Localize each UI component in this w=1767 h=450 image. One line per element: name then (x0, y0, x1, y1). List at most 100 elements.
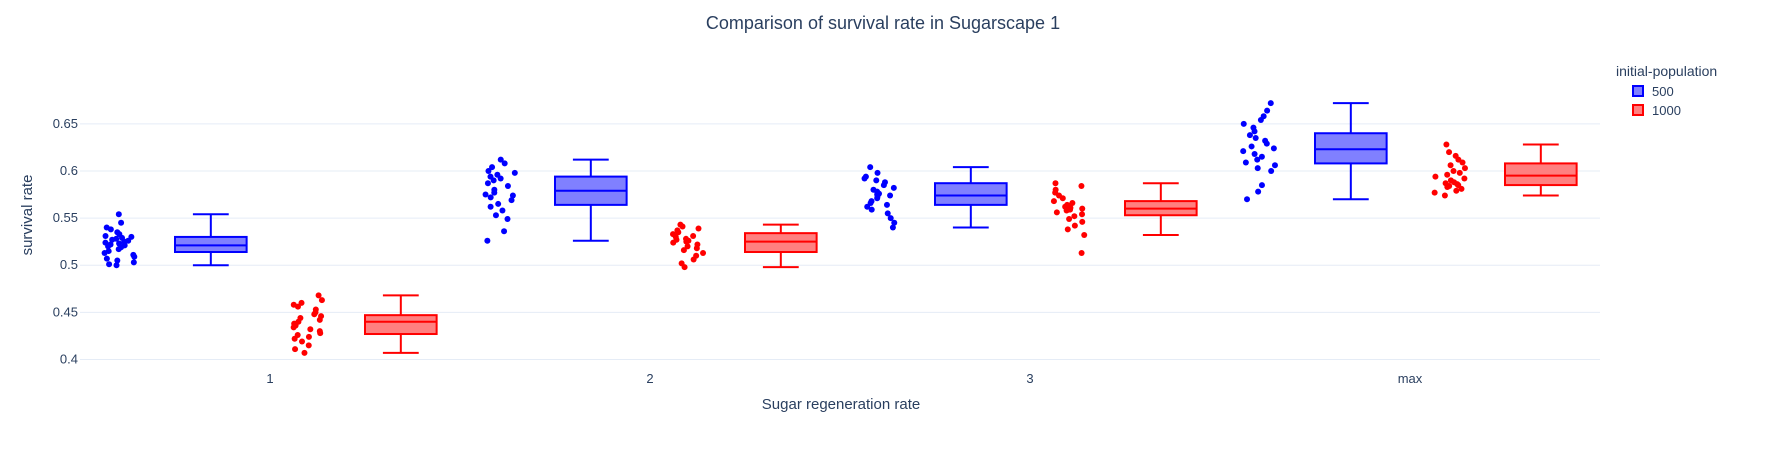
data-point (1450, 167, 1457, 174)
data-point (1258, 182, 1265, 189)
data-point (1052, 180, 1059, 187)
data-point (115, 246, 122, 253)
data-point (1242, 159, 1249, 166)
data-point (315, 292, 322, 299)
data-point (1079, 218, 1086, 225)
data-point (1441, 192, 1448, 199)
y-tick-label: 0.4 (60, 351, 78, 366)
y-tick-label: 0.5 (60, 257, 78, 272)
data-point (499, 207, 506, 214)
data-point (1254, 165, 1261, 172)
data-point (495, 200, 502, 207)
data-point (1453, 187, 1460, 194)
legend-label: 1000 (1652, 103, 1681, 118)
data-point (311, 311, 318, 318)
data-point (884, 210, 891, 217)
data-point (1432, 173, 1439, 180)
data-point (484, 180, 491, 187)
data-point (317, 330, 324, 337)
data-point (690, 256, 697, 263)
data-point (1059, 195, 1066, 202)
data-point (1443, 141, 1450, 148)
data-point (1444, 171, 1451, 178)
data-point (1079, 205, 1086, 212)
data-point (1244, 196, 1251, 203)
x-axis-title: Sugar regeneration rate (762, 396, 920, 413)
legend-swatch (1632, 85, 1644, 97)
data-point (868, 206, 875, 213)
data-point (880, 182, 887, 189)
data-point (1240, 120, 1247, 127)
data-point (867, 164, 874, 171)
data-point (487, 194, 494, 201)
data-point (679, 223, 686, 230)
data-point (1254, 156, 1261, 163)
data-point (490, 177, 497, 184)
data-point (683, 238, 690, 245)
gridlines (80, 123, 1600, 360)
data-point (1446, 149, 1453, 156)
data-point (114, 257, 121, 264)
data-point (1258, 153, 1265, 160)
data-point (861, 175, 868, 182)
data-point (1459, 159, 1466, 166)
data-point (874, 195, 881, 202)
data-point (291, 335, 298, 342)
data-point (891, 219, 898, 226)
data-point (1063, 207, 1070, 214)
x-axis-ticks: 1 2 3 max (266, 371, 1422, 386)
data-point (102, 232, 109, 239)
data-point (305, 333, 312, 340)
data-point (501, 160, 508, 167)
data-point (1248, 143, 1255, 150)
data-point (508, 197, 515, 204)
data-point (1069, 199, 1076, 206)
data-point (103, 255, 110, 262)
data-point (115, 211, 122, 218)
data-point (1240, 148, 1247, 155)
data-point (889, 224, 896, 231)
data-point (497, 156, 504, 163)
data-point (887, 192, 894, 199)
data-point (670, 239, 677, 246)
box-iqr (364, 314, 438, 336)
box-traces (101, 100, 1578, 356)
data-point (680, 247, 687, 254)
data-point (1456, 169, 1463, 176)
data-point (1252, 134, 1259, 141)
data-point (107, 226, 114, 233)
data-point (887, 215, 894, 222)
data-point (873, 177, 880, 184)
data-point (113, 262, 120, 269)
data-point (487, 203, 494, 210)
legend-label: 500 (1652, 84, 1674, 99)
data-point (130, 259, 137, 266)
y-tick-label: 0.6 (60, 163, 78, 178)
data-point (484, 237, 491, 244)
data-point (109, 236, 116, 243)
data-point (131, 253, 138, 260)
data-point (501, 228, 508, 235)
x-tick-label: 1 (266, 371, 273, 386)
data-point (1251, 150, 1258, 157)
data-point (492, 212, 499, 219)
x-tick-label: max (1398, 371, 1423, 386)
x-tick-label: 2 (646, 371, 653, 386)
data-point (307, 326, 314, 333)
data-point (874, 169, 881, 176)
legend-swatch (1632, 104, 1644, 116)
data-point (1050, 198, 1057, 205)
data-point (482, 191, 489, 198)
data-point (1264, 107, 1271, 114)
data-point (681, 264, 688, 271)
data-point (1458, 185, 1465, 192)
data-point (485, 167, 492, 174)
data-point (690, 232, 697, 239)
data-point (1444, 183, 1451, 190)
y-tick-label: 0.65 (53, 116, 78, 131)
data-point (1267, 100, 1274, 107)
data-point (1079, 211, 1086, 218)
box-iqr (934, 182, 1008, 206)
data-point (1270, 145, 1277, 152)
data-point (294, 303, 301, 310)
